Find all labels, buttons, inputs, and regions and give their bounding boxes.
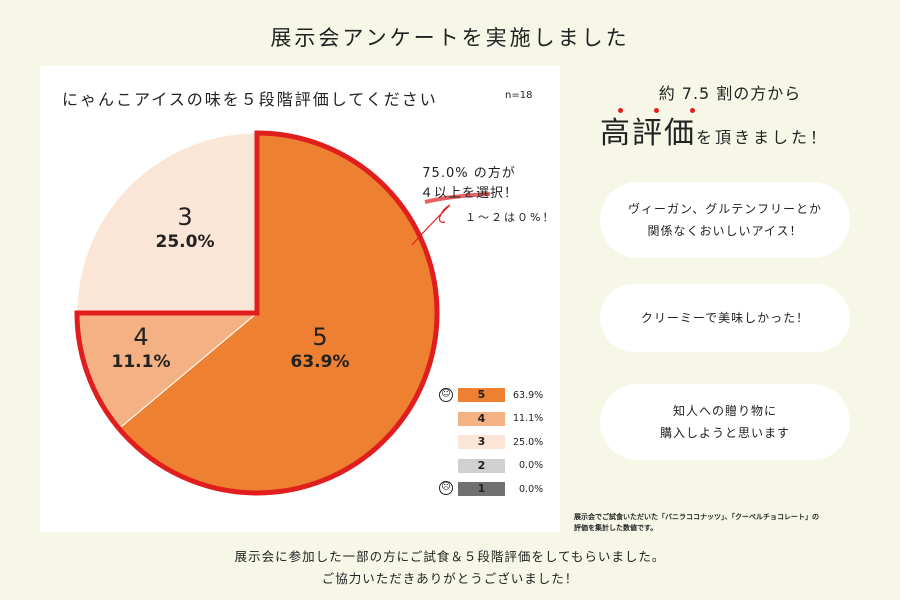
footer: 展示会に参加した一部の方にご試食＆５段階評価をしてもらいました。 ご協力いただきあ… [234, 549, 666, 586]
headline: 約 7.5 割の方から [658, 84, 802, 103]
callout: 75.0% の方が ４以上を選択！ [420, 166, 519, 201]
smile-face-icon: ☺ [439, 388, 453, 402]
legend-swatch: 2 [458, 458, 505, 473]
legend-value: 0.0% [519, 483, 544, 495]
legend-item-5: 5 63.9% [458, 388, 549, 402]
legend-value: 0.0% [519, 460, 544, 471]
comment-bubble: クリーミーで美味しかった！ [600, 284, 850, 352]
callout-sub: １～２は０%！ [465, 211, 556, 224]
brush-stroke [424, 192, 491, 204]
legend-item-4: 4 11.1% [458, 411, 549, 426]
legend-swatch: 5 [458, 388, 505, 402]
legend-item-2: 2 0.0% [458, 458, 549, 473]
page-title: 展示会アンケートを実施しました [270, 26, 630, 50]
emphasis-dot [654, 108, 659, 113]
comment-bubble: ヴィーガン、グルテンフリーとか 関係なくおいしいアイス！ [600, 182, 850, 258]
slice-label-3: 3 25.0% [155, 203, 215, 252]
note: 展示会でご試食いただいた「バニラココナッツ」、「クーベルチョコレート」の 評価を集… [574, 513, 819, 532]
slice-label-4: 4 11.1% [111, 323, 171, 372]
slice-label-5: 5 63.9% [290, 323, 350, 372]
legend-swatch: 3 [458, 435, 505, 449]
legend-item-1: 1 0.0% [458, 482, 549, 496]
legend-item-3: 3 25.0% [458, 435, 549, 449]
comment-bubble: 知人への贈り物に 購入しようと思います [600, 384, 850, 460]
sample-size: n=18 [505, 90, 533, 101]
sad-face-icon: ☹ [439, 481, 453, 495]
chart-title: にゃんこアイスの味を５段階評価してください [62, 90, 438, 109]
emphasis-dot [618, 108, 623, 113]
legend-value: 11.1% [513, 413, 544, 424]
legend-value: 25.0% [513, 436, 544, 448]
highlight-outline [74, 130, 440, 496]
headline-2: 高評価を頂きました！ [600, 116, 830, 151]
legend-swatch: 1 [458, 482, 505, 496]
pie-slice-3 [76, 132, 258, 314]
emphasis-dot [690, 108, 695, 113]
legend-value: 63.9% [513, 389, 544, 401]
callout-line [411, 204, 451, 246]
legend-swatch: 4 [458, 411, 505, 426]
